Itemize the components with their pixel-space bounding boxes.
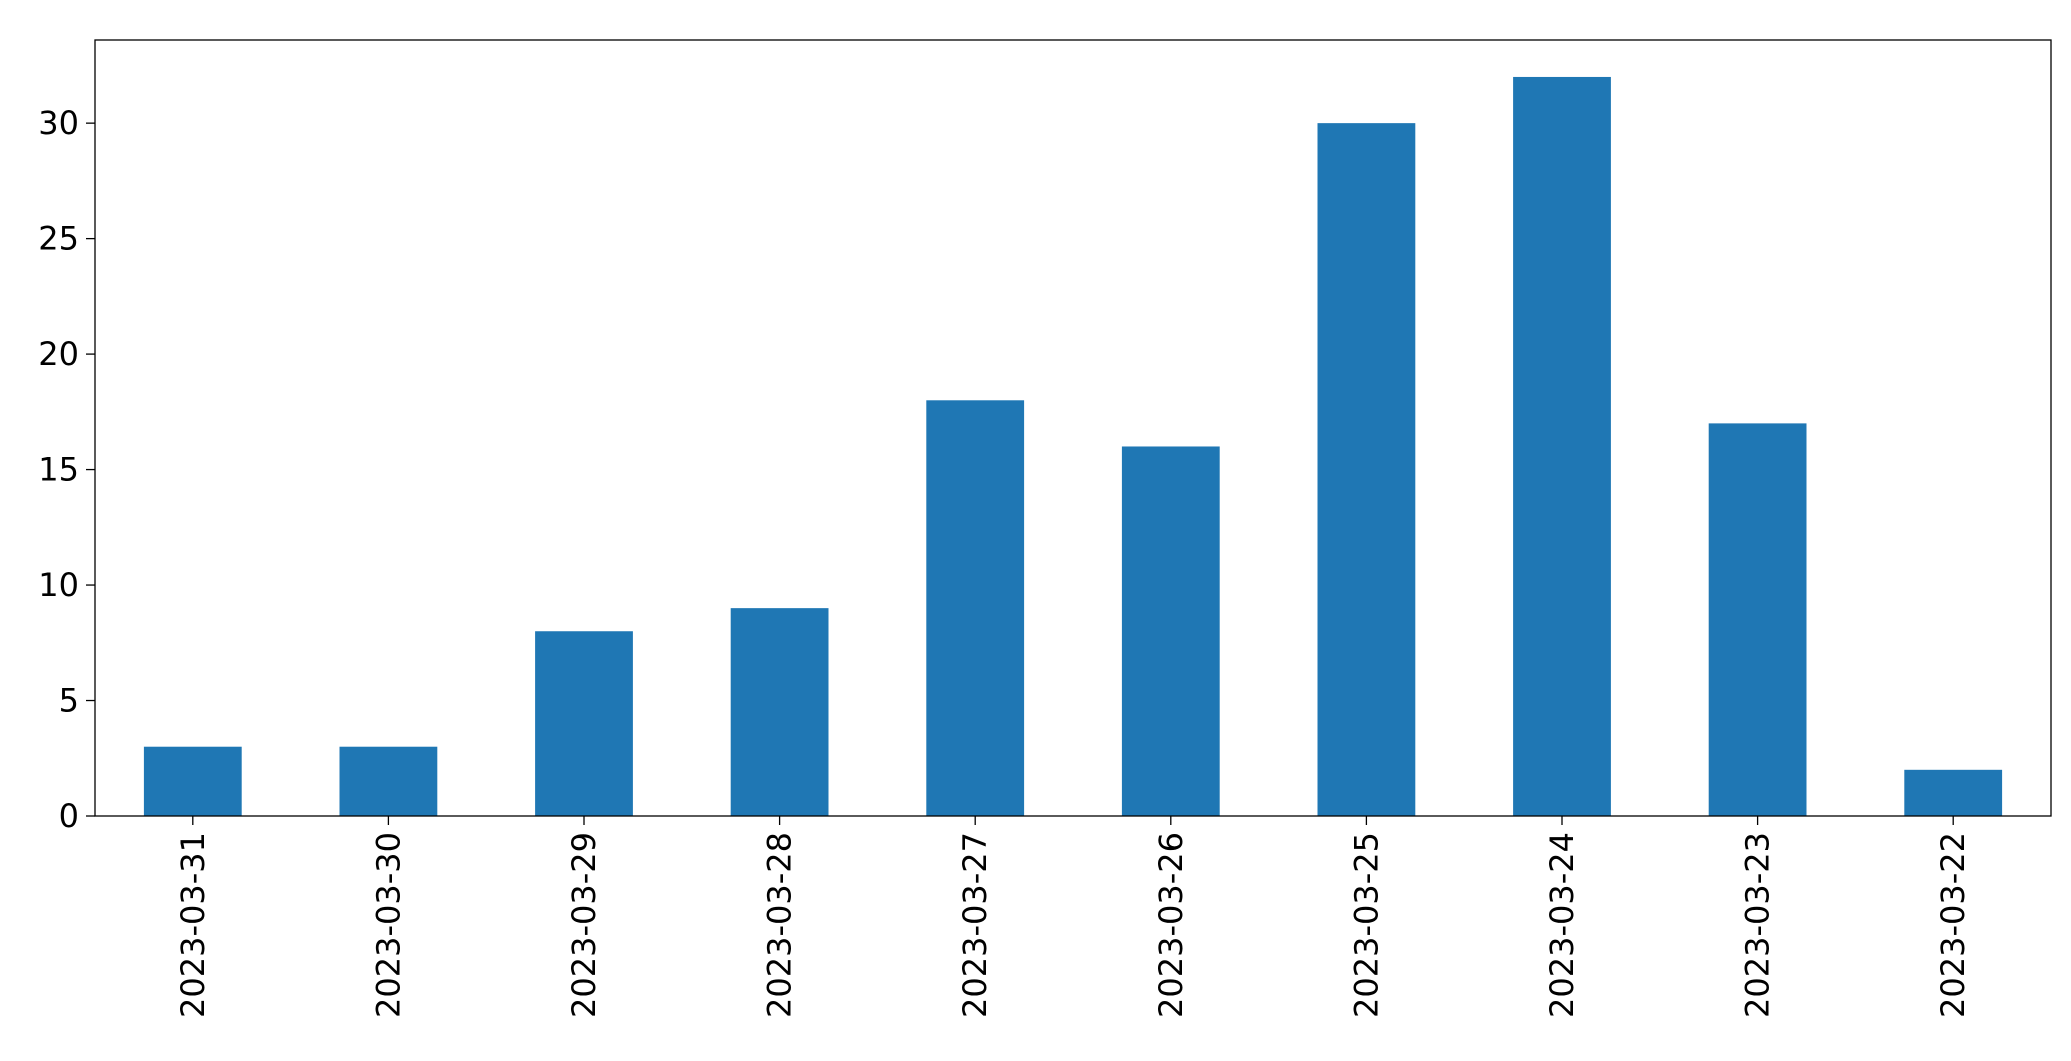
- y-tick-label: 5: [59, 682, 79, 720]
- bar: [730, 608, 829, 816]
- bar: [535, 631, 633, 816]
- y-tick-label: 0: [59, 797, 79, 835]
- x-tick-label: 2023-03-22: [1934, 832, 1972, 1018]
- bar: [339, 746, 438, 816]
- y-tick-label: 25: [38, 220, 79, 258]
- x-tick-label: 2023-03-24: [1543, 832, 1581, 1018]
- y-tick-label: 10: [38, 566, 79, 604]
- y-tick-label: 20: [38, 335, 79, 373]
- x-tick-label: 2023-03-26: [1152, 832, 1190, 1018]
- x-tick-label: 2023-03-30: [369, 832, 407, 1018]
- bar: [1904, 769, 2003, 816]
- y-tick-label: 15: [38, 451, 79, 489]
- y-tick-label: 30: [38, 104, 79, 142]
- x-tick-label: 2023-03-29: [565, 832, 603, 1018]
- bar: [1513, 76, 1611, 816]
- x-tick-label: 2023-03-27: [956, 832, 994, 1018]
- bar: [143, 746, 242, 816]
- bar: [1121, 446, 1220, 816]
- x-tick-label: 2023-03-31: [174, 832, 212, 1018]
- x-tick-label: 2023-03-23: [1739, 832, 1777, 1018]
- bar: [1708, 423, 1807, 816]
- plot-frame: [94, 39, 2052, 817]
- bar: [926, 400, 1025, 816]
- x-tick-label: 2023-03-25: [1347, 832, 1385, 1018]
- bar: [1317, 123, 1416, 816]
- x-tick-label: 2023-03-28: [761, 832, 799, 1018]
